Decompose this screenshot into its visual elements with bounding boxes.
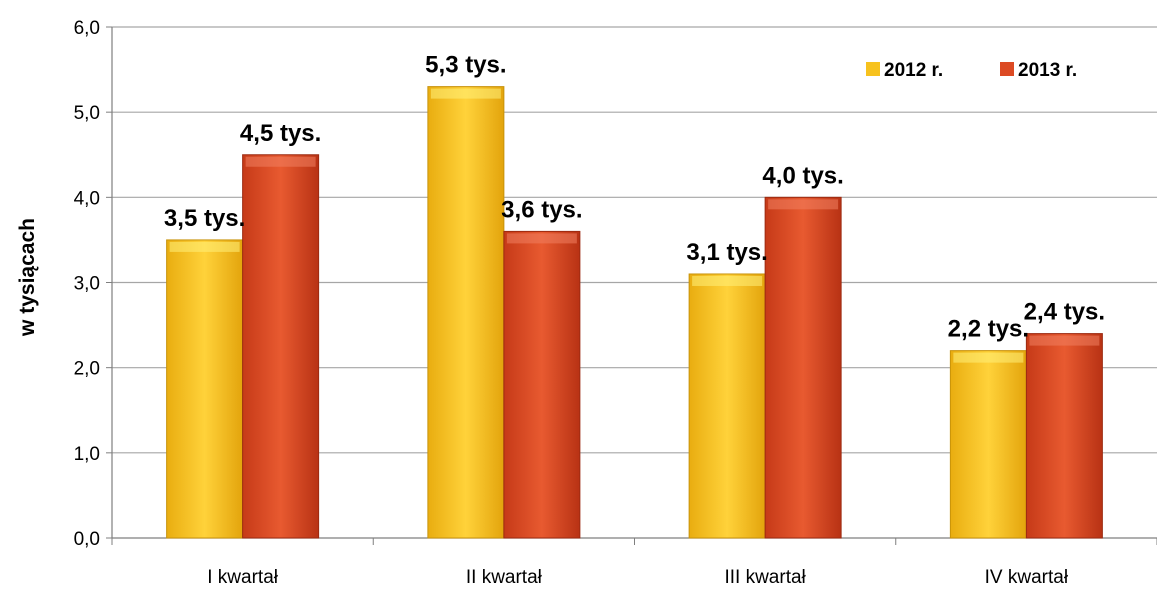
bar-2012 bbox=[949, 350, 1027, 539]
legend-label-2013: 2013 r. bbox=[1018, 60, 1077, 81]
x-category-label: IV kwartał bbox=[985, 567, 1069, 588]
x-category-label: II kwartał bbox=[466, 567, 543, 588]
bar-2013 bbox=[764, 196, 842, 539]
data-label: 4,0 tys. bbox=[762, 162, 843, 189]
bar-2012 bbox=[427, 86, 505, 539]
data-labels: 3,5 tys. 4,5 tys. 5,3 tys. 3,6 tys. 3,1 tys.… bbox=[164, 52, 1105, 343]
y-axis-label: w tysiącach bbox=[16, 218, 39, 337]
y-tick-label: 3,0 bbox=[74, 274, 100, 295]
bar-highlight bbox=[245, 156, 316, 167]
data-label: 3,1 tys. bbox=[686, 239, 767, 266]
legend-label-2012: 2012 r. bbox=[884, 60, 943, 81]
y-tick-label: 2,0 bbox=[74, 359, 100, 380]
bar-2012 bbox=[688, 273, 766, 539]
bar-2013 bbox=[242, 154, 320, 539]
bar-highlight bbox=[953, 352, 1024, 363]
y-tick-label: 5,0 bbox=[74, 103, 100, 124]
bar-2013 bbox=[1025, 333, 1103, 539]
bar-highlight bbox=[506, 233, 577, 244]
x-category-label: I kwartał bbox=[207, 567, 279, 588]
y-tick-label: 1,0 bbox=[74, 444, 100, 465]
bar-highlight bbox=[692, 275, 763, 286]
bar-highlight bbox=[768, 199, 839, 210]
y-tick-label: 0,0 bbox=[74, 529, 100, 550]
y-tick-label: 4,0 bbox=[74, 188, 100, 209]
legend: 2012 r. 2013 r. bbox=[866, 60, 1077, 81]
x-category-label: III kwartał bbox=[724, 567, 806, 588]
data-label: 3,6 tys. bbox=[501, 196, 582, 223]
bar-highlight bbox=[169, 241, 240, 252]
data-label: 5,3 tys. bbox=[425, 52, 506, 79]
bar-highlight bbox=[1029, 335, 1100, 346]
data-label: 3,5 tys. bbox=[164, 205, 245, 232]
data-label: 2,2 tys. bbox=[948, 316, 1029, 343]
bar-2012 bbox=[166, 239, 244, 539]
axes: 0,0 1,0 2,0 3,0 4,0 5,0 6,0 I kwartał II kwartał… bbox=[74, 18, 1157, 588]
legend-swatch-2012 bbox=[866, 62, 880, 76]
bar-highlight bbox=[430, 88, 501, 99]
y-tick-label: 6,0 bbox=[74, 18, 100, 39]
bars bbox=[166, 86, 1103, 539]
data-label: 2,4 tys. bbox=[1024, 299, 1105, 326]
bar-2013 bbox=[503, 230, 581, 539]
data-label: 4,5 tys. bbox=[240, 120, 321, 147]
legend-swatch-2013 bbox=[1000, 62, 1014, 76]
